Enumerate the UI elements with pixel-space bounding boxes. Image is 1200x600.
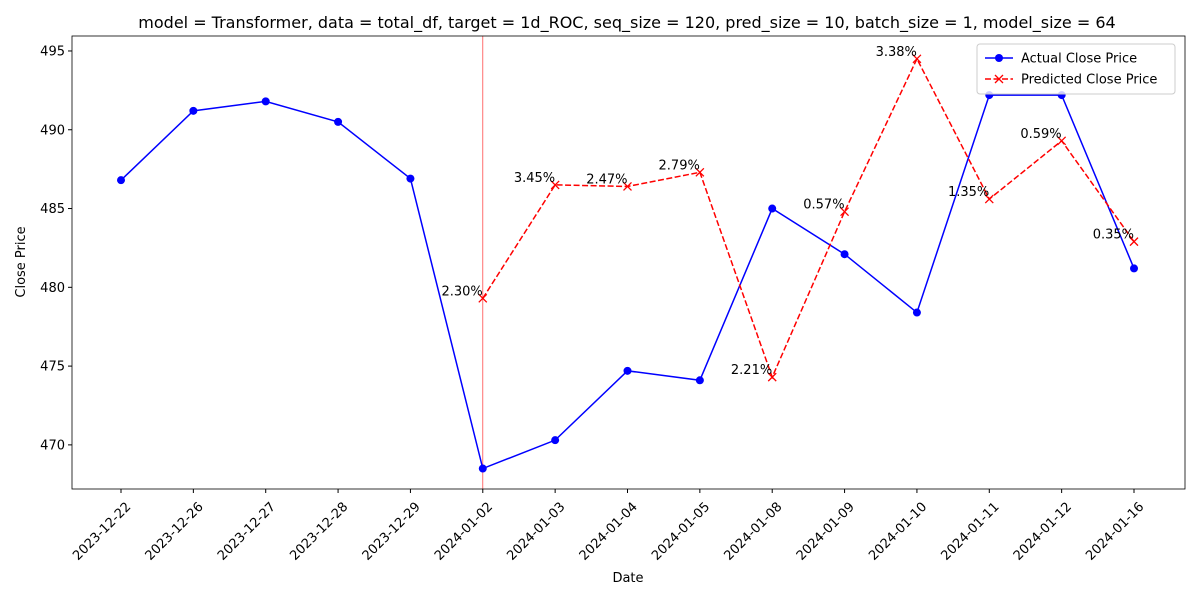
annotation: 3.45% — [514, 171, 555, 186]
y-tick-label: 490 — [40, 123, 65, 138]
x-tick-label: 2023-12-29 — [360, 500, 424, 564]
legend-label: Predicted Close Price — [1021, 73, 1157, 88]
y-tick-label: 485 — [40, 202, 65, 217]
x-tick-label: 2024-01-02 — [432, 500, 496, 564]
annotation: 0.59% — [1020, 127, 1061, 142]
point-marker — [623, 366, 632, 375]
point-marker — [189, 106, 198, 115]
point-marker — [840, 250, 849, 259]
point-marker — [334, 117, 343, 126]
point-marker — [550, 180, 560, 190]
x-tick-label: 2023-12-26 — [143, 500, 207, 564]
chart-title: model = Transformer, data = total_df, ta… — [138, 13, 1115, 33]
point-marker — [695, 376, 704, 385]
x-axis-label: Date — [612, 571, 643, 586]
annotation: 0.57% — [803, 198, 844, 213]
point-marker — [117, 176, 125, 185]
legend-box — [976, 43, 1176, 95]
point-marker — [1130, 264, 1138, 273]
point-marker — [623, 182, 632, 191]
annotation: 3.38% — [876, 45, 917, 60]
x-tick-label: 2024-01-05 — [649, 500, 713, 564]
x-tick-label: 2023-12-27 — [215, 500, 279, 564]
x-tick-label: 2024-01-10 — [866, 500, 930, 564]
y-tick-label: 495 — [40, 44, 65, 59]
x-tick-label: 2024-01-03 — [504, 500, 568, 564]
x-tick-label: 2023-12-28 — [287, 500, 351, 564]
annotation: 2.21% — [731, 363, 772, 378]
x-tick-label: 2024-01-08 — [721, 500, 785, 564]
point-marker — [478, 464, 487, 473]
x-tick-label: 2023-12-22 — [70, 500, 134, 564]
point-marker — [768, 204, 777, 213]
annotation: 2.47% — [586, 172, 627, 187]
point-marker — [912, 54, 922, 64]
point-marker — [695, 167, 705, 177]
point-marker — [1057, 136, 1067, 146]
y-tick-label: 470 — [40, 438, 65, 453]
y-tick-label: 480 — [40, 281, 65, 296]
x-tick-label: 2024-01-09 — [794, 500, 858, 564]
point-marker — [478, 293, 488, 303]
x-tick-label: 2024-01-16 — [1083, 500, 1147, 564]
point-marker — [1129, 237, 1139, 247]
legend-marker — [995, 54, 1003, 62]
point-marker — [551, 436, 560, 445]
series-line — [482, 57, 1135, 380]
series-line — [120, 94, 1135, 470]
annotation: 0.35% — [1093, 228, 1134, 243]
x-tick-label: 2024-01-12 — [1011, 500, 1075, 564]
y-tick-label: 475 — [40, 360, 65, 375]
y-axis-label: Close Price — [14, 226, 29, 297]
plot-frame — [71, 35, 1186, 490]
point-marker — [767, 372, 777, 382]
point-marker — [406, 174, 415, 183]
point-marker — [261, 97, 270, 106]
annotation: 1.35% — [948, 185, 989, 200]
point-marker — [840, 207, 850, 217]
legend-marker — [994, 74, 1004, 84]
point-marker — [984, 194, 994, 204]
legend-label: Actual Close Price — [1021, 52, 1137, 67]
x-tick-label: 2024-01-11 — [939, 500, 1003, 564]
annotation: 2.30% — [441, 284, 482, 299]
point-marker — [912, 308, 921, 317]
annotation: 2.79% — [659, 158, 700, 173]
x-tick-label: 2024-01-04 — [577, 500, 641, 564]
